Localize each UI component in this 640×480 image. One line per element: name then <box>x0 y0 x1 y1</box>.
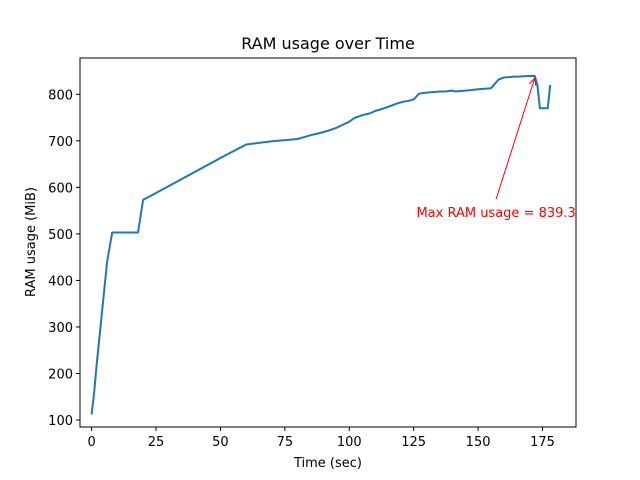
chart-title: RAM usage over Time <box>241 34 415 53</box>
y-tick-label: 200 <box>48 367 73 382</box>
max-annotation: Max RAM usage = 839.3 <box>416 76 576 221</box>
ram-usage-line <box>90 75 552 415</box>
x-axis-ticks: 0 25 50 75 100 125 150 175 <box>87 427 555 450</box>
x-tick-label: 0 <box>87 435 95 450</box>
annotation-arrow <box>495 77 536 200</box>
y-tick-label: 100 <box>48 414 73 429</box>
x-tick-label: 100 <box>337 435 362 450</box>
y-axis-ticks: 100 200 300 400 500 600 700 800 <box>48 88 80 429</box>
annotation-arrowhead <box>528 76 537 86</box>
x-tick-label: 175 <box>530 435 555 450</box>
x-tick-label: 75 <box>277 435 294 450</box>
y-tick-label: 800 <box>48 88 73 103</box>
y-tick-label: 700 <box>48 135 73 150</box>
axes-frame <box>79 57 577 428</box>
x-tick-label: 150 <box>466 435 491 450</box>
x-tick-label: 50 <box>212 435 229 450</box>
annotation-label: Max RAM usage = 839.3 <box>416 206 575 221</box>
x-tick-label: 25 <box>148 435 165 450</box>
y-axis-label: RAM usage (MiB) <box>24 187 39 297</box>
y-tick-label: 500 <box>48 228 73 243</box>
y-tick-label: 300 <box>48 321 73 336</box>
plot-area <box>90 75 552 415</box>
x-tick-label: 125 <box>401 435 426 450</box>
y-tick-label: 400 <box>48 274 73 289</box>
y-tick-label: 600 <box>48 181 73 196</box>
x-axis-label: Time (sec) <box>293 456 362 471</box>
